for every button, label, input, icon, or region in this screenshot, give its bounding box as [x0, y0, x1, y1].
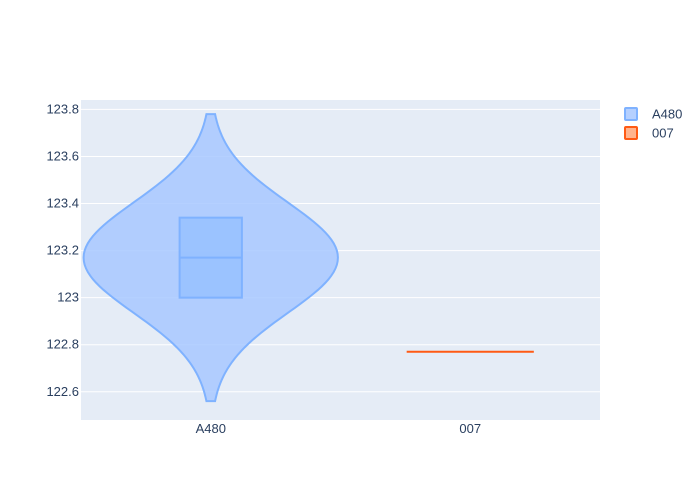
- x-tick-label-0: A480: [196, 421, 226, 436]
- legend-item-007[interactable]: 007: [624, 126, 674, 141]
- y-tick-label-5: 123.6: [46, 148, 79, 163]
- y-tick-label-1: 122.8: [46, 337, 79, 352]
- legend-label-A480: A480: [652, 107, 682, 122]
- y-axis-ticks: 122.6 122.8 123 123.2 123.4 123.6 123.8: [46, 101, 79, 398]
- legend[interactable]: A480 007: [624, 107, 682, 141]
- violins: [82, 113, 534, 403]
- legend-swatch-007: [624, 126, 638, 140]
- legend-item-A480[interactable]: A480: [624, 107, 682, 122]
- y-tick-label-2: 123: [57, 290, 79, 305]
- y-tick-label-4: 123.4: [46, 196, 79, 211]
- x-tick-label-1: 007: [459, 421, 481, 436]
- legend-label-007: 007: [652, 126, 674, 141]
- y-tick-label-0: 122.6: [46, 384, 79, 399]
- y-tick-label-6: 123.8: [46, 101, 79, 116]
- legend-swatch-A480: [624, 107, 638, 121]
- x-axis-ticks: A480 007: [196, 421, 482, 436]
- y-tick-label-3: 123.2: [46, 243, 79, 258]
- violin-A480[interactable]: [82, 113, 339, 403]
